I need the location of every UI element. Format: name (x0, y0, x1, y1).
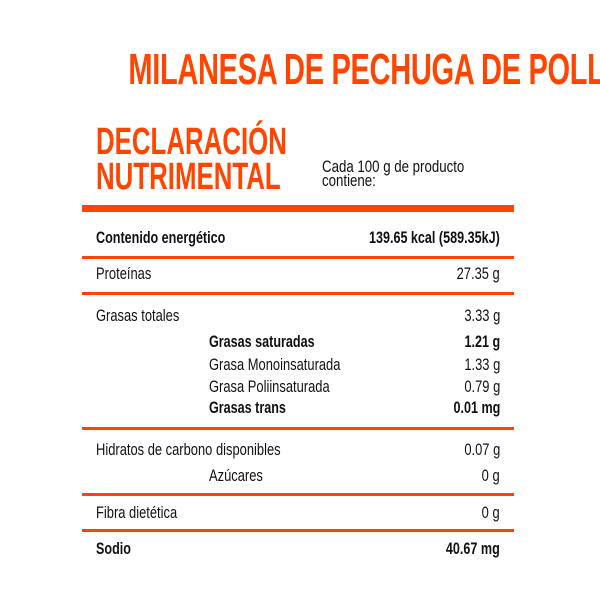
nutrient-row-polyunsaturated-fat: Grasa Poliinsaturada 0.79 g (0, 377, 600, 397)
nutrient-row-trans-fat: Grasas trans 0.01 mg (0, 398, 600, 418)
nutrient-value: 1.33 g (464, 355, 500, 374)
nutrient-value: 1.21 g (464, 332, 500, 351)
nutrient-row-monounsaturated-fat: Grasa Monoinsaturada 1.33 g (0, 355, 600, 375)
nutrient-label: Hidratos de carbono disponibles (96, 440, 281, 459)
nutrient-row-energy: Contenido energético 139.65 kcal (589.35… (0, 228, 600, 248)
section-divider (82, 427, 514, 430)
product-title: MILANESA DE PECHUGA DE POLLO (0, 46, 600, 94)
nutrient-label: Grasas totales (96, 306, 180, 325)
nutrient-label: Contenido energético (96, 228, 226, 247)
nutrient-value: 0.01 mg (453, 398, 500, 417)
nutrient-label: Azúcares (209, 466, 263, 485)
nutrient-value: 0.79 g (464, 377, 500, 396)
nutrient-value: 0.07 g (464, 440, 500, 459)
serving-note-line2-text: contiene: (322, 171, 376, 190)
nutrient-label: Grasas saturadas (209, 332, 315, 351)
serving-note-line2: contiene: (322, 171, 391, 190)
nutrient-row-sodium: Sodio 40.67 mg (0, 539, 600, 559)
nutrient-value: 0 g (482, 466, 500, 485)
section-divider (82, 493, 514, 496)
nutrient-row-fiber: Fibra dietética 0 g (0, 503, 600, 523)
nutrient-value: 3.33 g (464, 306, 500, 325)
nutrient-value: 139.65 kcal (589.35kJ) (369, 228, 500, 247)
serving-note-line1-text: Cada 100 g de producto (322, 157, 465, 176)
section-divider (82, 256, 514, 259)
nutrient-label: Grasa Monoinsaturada (209, 355, 341, 374)
nutrition-heading-line2: NUTRIMENTAL (96, 158, 368, 196)
nutrient-label: Grasa Poliinsaturada (209, 377, 330, 396)
nutrient-value: 0 g (482, 503, 500, 522)
nutrient-label: Sodio (96, 539, 131, 558)
nutrient-label: Fibra dietética (96, 503, 178, 522)
nutrient-row-carbohydrates: Hidratos de carbono disponibles 0.07 g (0, 440, 600, 460)
serving-note-line1: Cada 100 g de producto (322, 157, 504, 176)
nutrient-value: 40.67 mg (446, 539, 500, 558)
nutrient-value: 27.35 g (456, 264, 500, 283)
nutrient-row-saturated-fat: Grasas saturadas 1.21 g (0, 332, 600, 352)
nutrient-row-sugars: Azúcares 0 g (0, 466, 600, 486)
product-title-text: MILANESA DE PECHUGA DE POLLO (128, 45, 600, 94)
section-divider (82, 529, 514, 532)
nutrient-row-protein: Proteínas 27.35 g (0, 264, 600, 284)
section-divider (82, 292, 514, 295)
nutrient-label: Proteínas (96, 264, 152, 283)
nutrient-row-total-fat: Grasas totales 3.33 g (0, 306, 600, 326)
nutrient-label: Grasas trans (209, 398, 286, 417)
header-divider-thick (82, 205, 514, 212)
nutrition-heading-line1: DECLARACIÓN (96, 123, 377, 161)
heading-line2-text: NUTRIMENTAL (96, 156, 281, 198)
heading-line1-text: DECLARACIÓN (96, 121, 287, 163)
